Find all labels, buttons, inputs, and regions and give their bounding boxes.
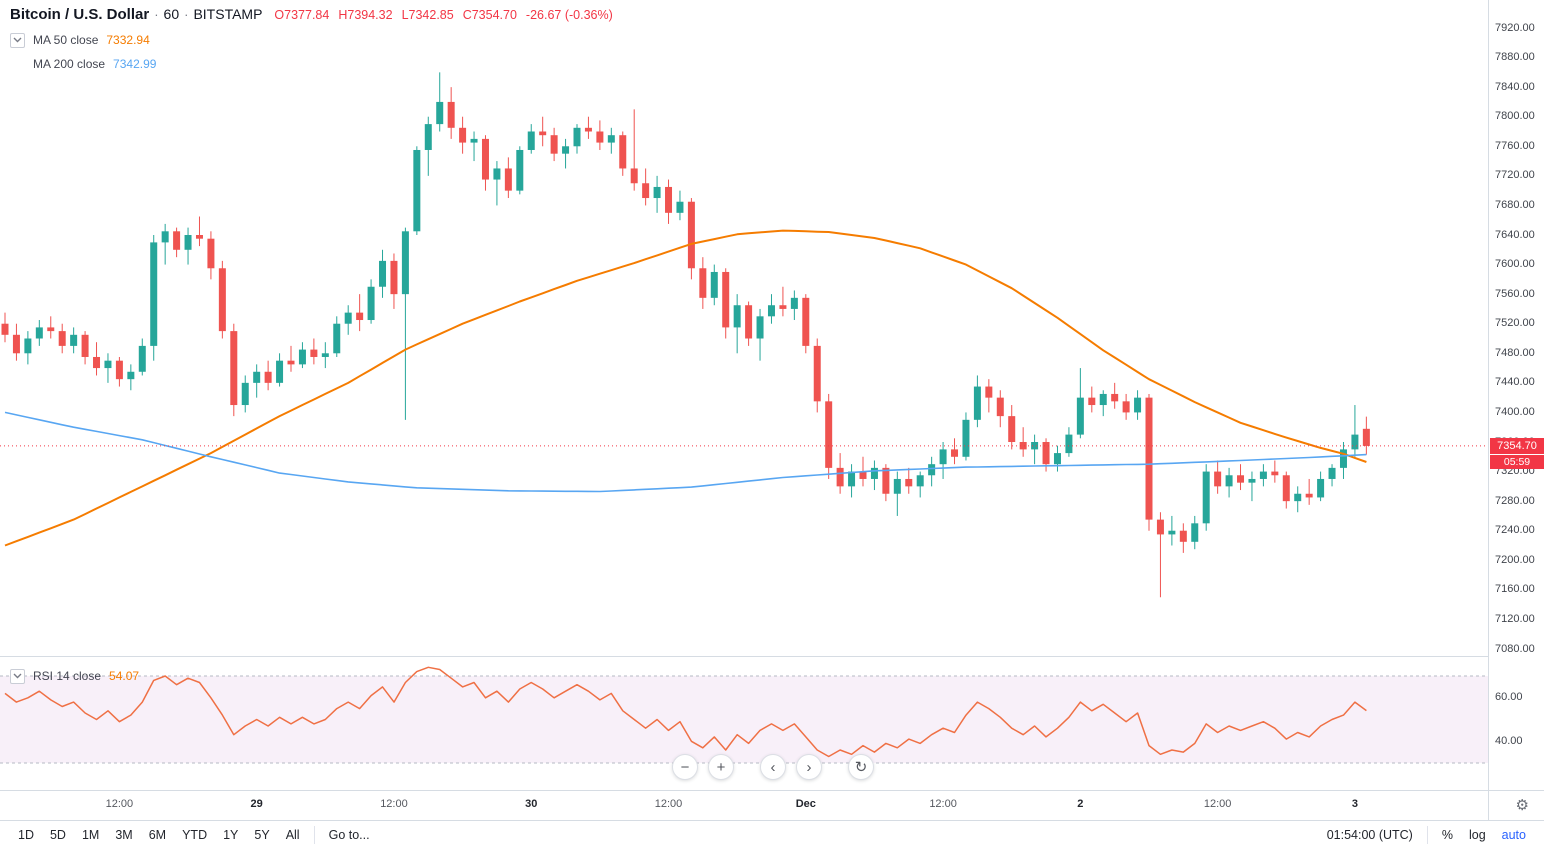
ohlc-values: O7377.84 H7394.32 L7342.85 C7354.70 -26.…	[274, 8, 612, 22]
separator-dot: ·	[184, 7, 189, 22]
ma50-value: 7332.94	[106, 33, 150, 47]
range-buttons-group: 1D 5D 1M 3M 6M YTD 1Y 5Y All	[10, 825, 308, 845]
time-axis-label[interactable]: 12:00	[380, 798, 408, 810]
chart-nav-controls: − + ‹ › ↻	[672, 754, 874, 780]
toolbar-right-group: 01:54:00 (UTC) % log auto	[1319, 825, 1534, 845]
time-axis-label[interactable]: 29	[250, 798, 263, 810]
range-button-1y[interactable]: 1Y	[223, 827, 239, 842]
bottom-toolbar: 1D 5D 1M 3M 6M YTD 1Y 5Y All Go to... 01:54:00 (…	[0, 820, 1544, 848]
price-axis-label: 7840.00	[1495, 80, 1535, 93]
rsi-value: 54.07	[109, 669, 140, 683]
ohlc-close: C7354.70	[462, 8, 517, 22]
zoom-out-button[interactable]: −	[672, 754, 698, 780]
toolbar-divider	[313, 825, 315, 844]
bar-countdown-badge: 05:59	[1490, 454, 1544, 469]
clock-label[interactable]: 01:54:00 (UTC)	[1326, 827, 1413, 842]
percent-scale-button[interactable]: %	[1441, 827, 1453, 842]
toolbar-divider	[1426, 825, 1428, 844]
ma50-label[interactable]: MA 50 close	[33, 33, 99, 47]
rsi-axis-label: 60.00	[1495, 691, 1523, 704]
chart-region: Bitcoin / U.S. Dollar · 60 · BITSTAMP O7…	[0, 0, 1488, 790]
rsi-axis-label: 40.00	[1495, 734, 1523, 747]
price-axis-label: 7280.00	[1495, 494, 1535, 507]
range-button-5d[interactable]: 5D	[49, 827, 66, 842]
reset-chart-button[interactable]: ↻	[848, 754, 874, 780]
rsi-legend: RSI 14 close 54.07	[10, 664, 139, 688]
time-axis-label[interactable]: 12:00	[1203, 798, 1232, 810]
range-button-3m[interactable]: 3M	[115, 827, 133, 842]
price-axis-label: 7720.00	[1495, 169, 1535, 182]
chevron-down-icon[interactable]	[10, 32, 25, 48]
price-axis-label: 7480.00	[1495, 346, 1535, 359]
go-to-button[interactable]: Go to...	[328, 827, 370, 842]
price-axis-label: 7600.00	[1495, 258, 1535, 271]
symbol-legend: Bitcoin / U.S. Dollar · 60 · BITSTAMP O7…	[10, 6, 613, 76]
candles-layer	[1, 72, 1370, 598]
price-axis-label: 7760.00	[1495, 139, 1535, 152]
ma200-label[interactable]: MA 200 close	[33, 57, 106, 71]
range-button-1d[interactable]: 1D	[18, 827, 34, 842]
price-axis-label: 7680.00	[1495, 198, 1535, 211]
settings-gear-icon[interactable]: ⚙	[1515, 797, 1529, 814]
price-axis-label: 7240.00	[1495, 524, 1535, 537]
time-axis-label[interactable]: 2	[1077, 798, 1084, 810]
ma200-line[interactable]	[4, 411, 1367, 493]
rsi-line[interactable]	[4, 666, 1367, 758]
zoom-in-button[interactable]: +	[708, 754, 734, 780]
toolbar-left-group: 1D 5D 1M 3M 6M YTD 1Y 5Y All Go to...	[10, 825, 378, 845]
ohlc-high: H7394.32	[338, 8, 393, 22]
price-axis-label: 7880.00	[1495, 51, 1535, 64]
auto-scale-button[interactable]: auto	[1501, 827, 1526, 842]
price-axis-label: 7120.00	[1495, 612, 1535, 625]
scroll-right-button[interactable]: ›	[796, 754, 822, 780]
separator-dot: ·	[154, 7, 159, 22]
range-button-5y[interactable]: 5Y	[254, 827, 270, 842]
range-button-ytd[interactable]: YTD	[182, 827, 208, 842]
axis-corner-divider	[1488, 791, 1489, 821]
range-button-6m[interactable]: 6M	[148, 827, 167, 842]
price-axis-label: 7560.00	[1495, 287, 1535, 300]
ohlc-low: L7342.85	[401, 8, 454, 22]
rsi-band	[0, 676, 1488, 763]
symbol-header-row: Bitcoin / U.S. Dollar · 60 · BITSTAMP O7…	[10, 6, 613, 28]
time-axis-label[interactable]: 30	[525, 798, 538, 810]
time-axis-label[interactable]: 12:00	[654, 798, 683, 810]
ma200-legend-row: MA 200 close 7342.99	[10, 52, 613, 76]
time-axis-label[interactable]: Dec	[795, 798, 816, 810]
log-scale-button[interactable]: log	[1468, 827, 1486, 842]
time-axis-label[interactable]: 12:00	[105, 798, 134, 810]
price-axis[interactable]: 7920.00 7880.00 7840.00 7800.00 7760.00 7720.…	[1488, 0, 1544, 790]
ohlc-change: -26.67 (-0.36%)	[525, 8, 613, 22]
price-axis-label: 7080.00	[1495, 642, 1535, 655]
chevron-down-icon[interactable]	[10, 668, 25, 684]
price-axis-label: 7200.00	[1495, 553, 1535, 566]
time-axis-label[interactable]: 3	[1351, 798, 1358, 810]
price-axis-label: 7920.00	[1495, 21, 1535, 34]
rsi-legend-row: RSI 14 close 54.07	[10, 664, 139, 688]
time-axis-label[interactable]: 12:00	[929, 798, 957, 810]
ohlc-open: O7377.84	[274, 8, 330, 22]
ma200-value: 7342.99	[113, 57, 157, 71]
time-axis[interactable]: ⚙ 12:00 29 12:00 30 12:00 Dec 12:00 2 12:00 3	[0, 790, 1544, 821]
scroll-left-button[interactable]: ‹	[760, 754, 786, 780]
rsi-label[interactable]: RSI 14 close	[33, 669, 102, 683]
interval-label[interactable]: 60	[163, 6, 180, 22]
range-button-1m[interactable]: 1M	[81, 827, 100, 842]
price-axis-label: 7640.00	[1495, 228, 1535, 241]
price-axis-label: 7440.00	[1495, 376, 1535, 389]
symbol-title[interactable]: Bitcoin / U.S. Dollar	[10, 6, 150, 23]
range-button-all[interactable]: All	[285, 827, 300, 842]
price-axis-label: 7520.00	[1495, 317, 1535, 330]
price-chart-canvas[interactable]	[0, 0, 1488, 790]
price-axis-label: 7160.00	[1495, 583, 1535, 596]
exchange-label[interactable]: BITSTAMP	[193, 6, 263, 22]
price-axis-label: 7800.00	[1495, 110, 1535, 123]
price-axis-label: 7400.00	[1495, 405, 1535, 418]
ma50-line[interactable]	[4, 229, 1367, 547]
last-price-badge: 7354.70	[1490, 437, 1544, 454]
ma50-legend-row: MA 50 close 7332.94	[10, 28, 613, 52]
